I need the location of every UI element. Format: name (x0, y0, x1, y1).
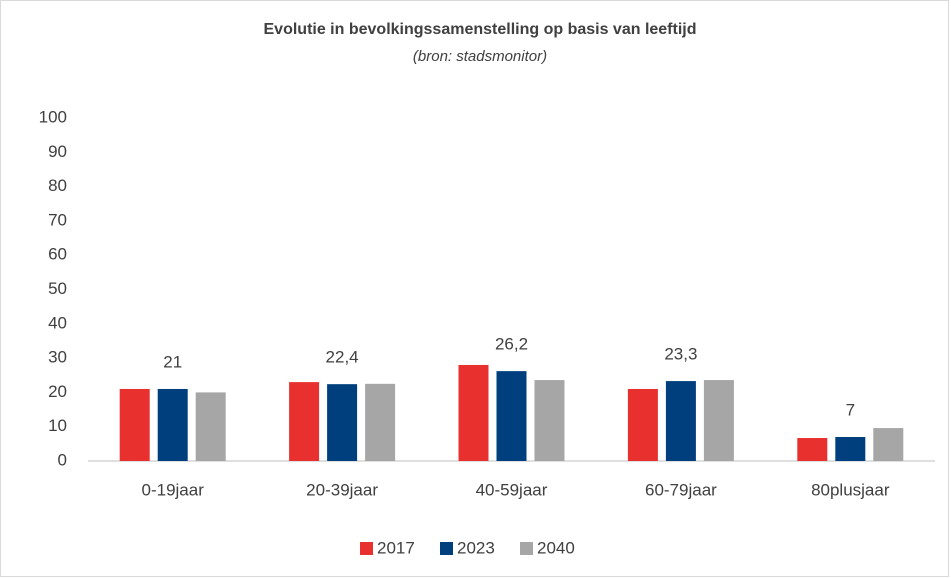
y-tick-label: 70 (48, 210, 67, 229)
bar (665, 381, 696, 461)
x-tick-label: 20-39jaar (306, 480, 378, 499)
x-tick-label: 80plusjaar (811, 480, 890, 499)
data-label: 22,4 (326, 348, 359, 367)
data-label: 21 (163, 352, 182, 371)
legend-label: 2017 (377, 538, 415, 557)
y-tick-label: 100 (39, 107, 67, 126)
legend-label: 2040 (537, 538, 575, 557)
legend-swatch (440, 542, 453, 555)
bar (627, 388, 658, 461)
bar (835, 436, 866, 461)
chart-subtitle: (bron: stadsmonitor) (413, 48, 547, 65)
bar (534, 380, 565, 461)
chart-title: Evolutie in bevolkingssamenstelling op b… (264, 21, 697, 38)
legend-swatch (360, 542, 373, 555)
x-tick-label: 0-19jaar (142, 480, 205, 499)
data-label: 26,2 (495, 335, 528, 354)
bar (289, 382, 320, 461)
data-label: 23,3 (664, 345, 697, 364)
data-label: 7 (846, 400, 855, 419)
x-tick-label: 40-59jaar (476, 480, 548, 499)
bar (157, 388, 188, 461)
bar (458, 364, 489, 461)
legend-swatch (520, 542, 533, 555)
y-tick-label: 90 (48, 142, 67, 161)
y-tick-label: 20 (48, 382, 67, 401)
bar (873, 428, 904, 461)
bar (365, 383, 396, 461)
y-tick-label: 40 (48, 313, 67, 332)
legend-label: 2023 (457, 538, 495, 557)
bar (496, 371, 527, 461)
y-tick-label: 50 (48, 279, 67, 298)
bar (327, 384, 358, 461)
y-tick-label: 10 (48, 416, 67, 435)
x-tick-label: 60-79jaar (645, 480, 717, 499)
bar (119, 388, 150, 461)
y-tick-label: 0 (58, 450, 67, 469)
bar (703, 380, 734, 461)
bar (195, 392, 226, 461)
y-tick-label: 30 (48, 348, 67, 367)
y-tick-label: 60 (48, 245, 67, 264)
bar (797, 438, 828, 461)
y-tick-label: 80 (48, 176, 67, 195)
